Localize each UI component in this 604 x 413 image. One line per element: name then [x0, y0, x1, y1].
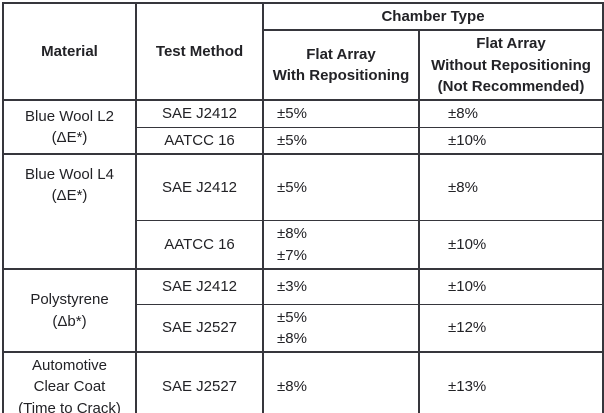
test-method-cell: SAE J2527 [135, 303, 264, 353]
value-without-repositioning: ±10% [418, 126, 604, 155]
material-cell-polystyrene: Polystyrene (Δb*) [2, 268, 137, 353]
table-row: AATCC 16 ±5% ±10% [3, 126, 604, 155]
value-without-repositioning: ±10% [418, 220, 604, 270]
header-material: Material [2, 1, 137, 101]
value-with-repositioning: ±5% [262, 99, 420, 128]
value-with-repositioning: ±5% ±8% [262, 303, 420, 353]
header-row-chamber-type: Material Test Method Chamber Type [2, 1, 604, 101]
header-flat-array-with-repositioning: Flat Array With Repositioning [262, 29, 420, 101]
test-method-cell: SAE J2412 [135, 99, 264, 128]
test-method-cell: SAE J2412 [135, 152, 264, 222]
value-with-repositioning: ±3% [262, 268, 420, 305]
test-method-cell: AATCC 16 [135, 126, 264, 155]
value-without-repositioning: ±12% [418, 303, 604, 353]
value-with-repositioning: ±8% ±7% [262, 220, 420, 270]
value-without-repositioning: ±8% [418, 99, 604, 128]
test-method-cell: SAE J2527 [135, 351, 264, 413]
material-cell-blue-wool-l4: Blue Wool L4 (ΔE*) [2, 152, 137, 270]
table-row: Automotive Clear Coat (Time to Crack) SA… [2, 351, 604, 413]
value-with-repositioning: ±8% [262, 351, 420, 413]
header-flat-array-without-repositioning: Flat Array Without Repositioning (Not Re… [418, 29, 604, 101]
value-with-repositioning: ±5% [262, 152, 420, 222]
material-cell-automotive-clear-coat: Automotive Clear Coat (Time to Crack) [2, 351, 137, 413]
material-cell-blue-wool-l2: Blue Wool L2 (ΔE*) [2, 99, 137, 155]
table-row: Polystyrene (Δb*) SAE J2412 ±3% ±10% [2, 268, 604, 353]
value-without-repositioning: ±8% [418, 152, 604, 222]
header-row-chamber-columns: Flat Array With Repositioning Flat Array… [3, 29, 604, 101]
value-without-repositioning: ±13% [418, 351, 604, 413]
table-row: Blue Wool L2 (ΔE*) SAE J2412 ±5% ±8% [2, 99, 604, 155]
table-row: SAE J2527 ±5% ±8% ±12% [3, 303, 604, 353]
table-row: AATCC 16 ±8% ±7% ±10% [3, 220, 604, 270]
test-method-cell: AATCC 16 [135, 220, 264, 270]
value-without-repositioning: ±10% [418, 268, 604, 305]
header-chamber-type: Chamber Type [262, 1, 604, 31]
header-test-method: Test Method [135, 1, 264, 101]
test-method-cell: SAE J2412 [135, 268, 264, 305]
table-row: Blue Wool L4 (ΔE*) SAE J2412 ±5% ±8% [2, 152, 604, 270]
value-with-repositioning: ±5% [262, 126, 420, 155]
